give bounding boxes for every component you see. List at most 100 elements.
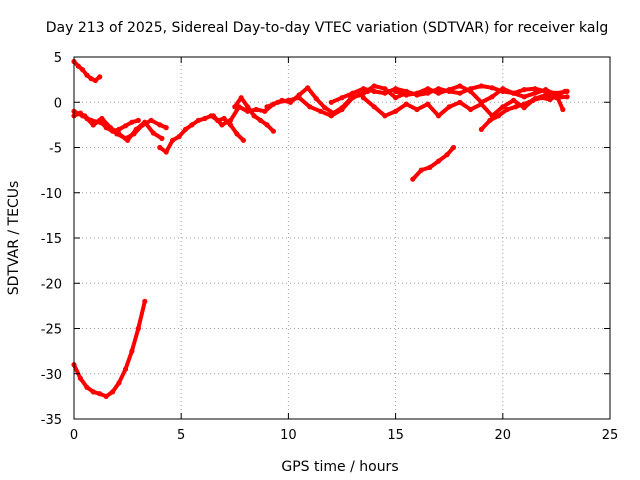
data-point	[414, 106, 420, 113]
data-point	[159, 135, 165, 141]
data-point	[478, 83, 484, 89]
data-point	[202, 115, 208, 122]
y-tick-label: 0	[54, 96, 62, 111]
data-point	[495, 113, 502, 119]
x-tick-label: 20	[495, 428, 512, 443]
y-axis-label: SDTVAR / TECUs	[6, 181, 22, 296]
axis-ticks	[73, 56, 611, 420]
data-point	[435, 113, 442, 119]
data-point	[450, 144, 457, 151]
data-point	[513, 104, 519, 110]
data-point	[425, 90, 431, 96]
x-tick-label: 0	[70, 428, 78, 443]
data-point	[92, 77, 98, 84]
data-point	[84, 384, 90, 390]
data-point	[264, 104, 270, 110]
data-point	[176, 134, 182, 140]
data-point	[245, 104, 251, 110]
data-point	[305, 85, 311, 91]
data-point	[116, 380, 122, 386]
data-point	[251, 113, 257, 119]
data-point	[382, 86, 388, 92]
y-tick-label: -15	[41, 232, 62, 247]
data-point	[264, 122, 270, 128]
data-point	[371, 88, 377, 94]
data-point	[425, 101, 431, 107]
y-tick-label: -25	[41, 323, 62, 338]
data-point	[270, 128, 276, 134]
data-point	[435, 158, 442, 164]
data-point	[547, 96, 553, 103]
data-point	[182, 126, 189, 132]
data-point	[532, 86, 538, 92]
x-tick-label: 10	[280, 428, 297, 443]
data-point	[371, 83, 377, 89]
data-point	[307, 104, 313, 110]
data-point	[500, 86, 506, 92]
data-point	[425, 86, 431, 92]
data-point	[77, 375, 83, 381]
data-point	[234, 131, 240, 137]
data-point	[543, 87, 549, 93]
data-point	[382, 90, 388, 96]
data-point	[457, 90, 463, 96]
y-tick-label: -20	[41, 277, 62, 292]
data-point	[530, 97, 536, 103]
data-point	[219, 122, 225, 128]
data-point	[393, 95, 399, 101]
data-point	[238, 95, 244, 101]
data-point	[553, 92, 560, 98]
data-point	[142, 119, 148, 125]
data-point	[221, 115, 227, 122]
data-point	[318, 108, 324, 114]
data-point	[328, 99, 334, 105]
data-series	[71, 58, 570, 399]
data-point	[339, 95, 345, 101]
data-point	[435, 86, 442, 92]
data-point	[350, 90, 356, 96]
data-point	[468, 88, 474, 94]
data-point	[189, 122, 195, 128]
data-point	[253, 106, 259, 113]
grid-lines	[74, 57, 610, 419]
data-point	[360, 86, 366, 92]
data-point	[275, 99, 281, 105]
data-point	[262, 108, 268, 114]
data-point	[418, 167, 424, 173]
data-point	[90, 122, 96, 128]
data-point	[403, 92, 409, 98]
data-point	[90, 389, 96, 395]
data-point	[296, 95, 302, 101]
data-point	[322, 105, 328, 111]
data-point	[97, 391, 103, 397]
data-point	[487, 117, 493, 123]
data-point	[84, 72, 90, 78]
y-tick-label: 5	[54, 51, 62, 66]
data-point	[135, 325, 141, 332]
data-point	[195, 117, 201, 123]
y-tick-label: -35	[41, 413, 62, 428]
data-point	[157, 122, 163, 128]
data-point	[328, 113, 334, 119]
data-point	[110, 389, 116, 395]
data-point	[80, 67, 86, 73]
data-point	[457, 99, 463, 105]
y-tick-label: -10	[41, 187, 62, 202]
data-point	[489, 85, 495, 91]
data-point	[227, 122, 234, 128]
data-point	[500, 104, 506, 110]
data-point	[403, 101, 409, 107]
y-tick-label: -30	[41, 368, 62, 383]
data-point	[240, 137, 246, 143]
series-track-4	[82, 113, 164, 143]
data-point	[125, 137, 131, 143]
data-point	[99, 115, 105, 122]
data-point	[103, 393, 109, 399]
data-point	[107, 125, 113, 131]
data-point	[97, 74, 103, 80]
data-point	[538, 95, 545, 101]
data-point	[360, 90, 366, 96]
data-point	[339, 106, 345, 113]
data-point	[350, 95, 356, 101]
